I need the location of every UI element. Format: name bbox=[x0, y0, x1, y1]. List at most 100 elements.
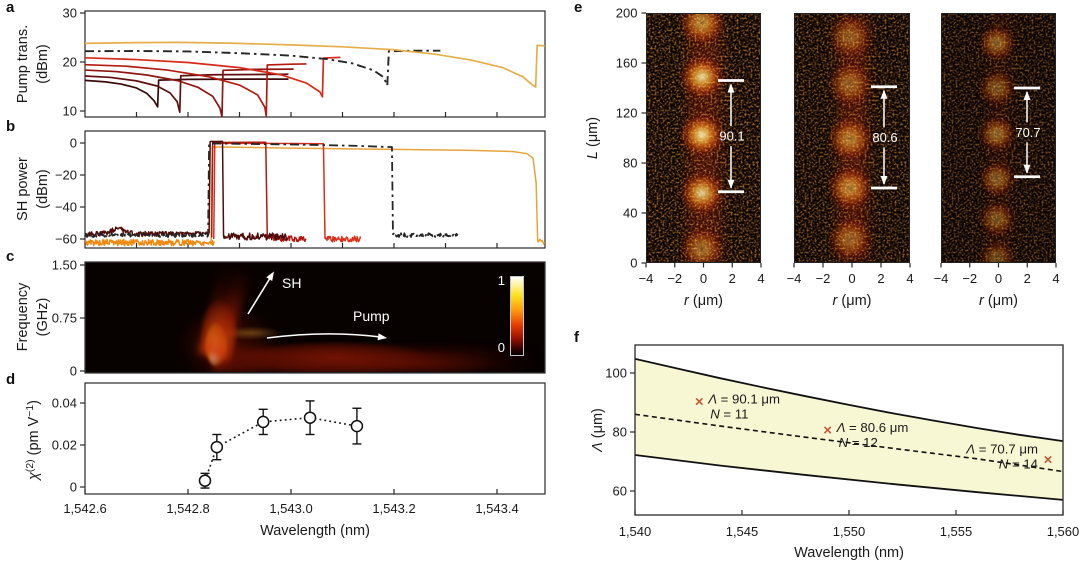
data-point bbox=[198, 474, 212, 487]
x-axis-label: Wavelength (nm) bbox=[794, 545, 904, 561]
y-tick-label: 30 bbox=[63, 6, 77, 21]
series-scan-4 bbox=[84, 63, 307, 117]
band-upper-edge bbox=[634, 357, 1064, 443]
band-center-dashed bbox=[634, 413, 1064, 473]
x-tick-label: 2 bbox=[1024, 271, 1031, 286]
panel-a: 10 20 30 Pump trans. (dBm) bbox=[15, 6, 546, 119]
marker-annotation: Λ = 80.6 μm bbox=[836, 420, 909, 435]
y-tick-label: 0 bbox=[70, 480, 77, 495]
series-scan-5 bbox=[84, 56, 341, 98]
device-marker: × bbox=[695, 394, 704, 411]
x-tick-label: 1,550 bbox=[833, 524, 866, 539]
y-axis-label: L (μm) bbox=[585, 117, 601, 159]
speckle-noise bbox=[942, 14, 1055, 262]
x-tick-label: 0 bbox=[848, 271, 855, 286]
x-tick-label: 1,540 bbox=[619, 524, 652, 539]
heatmap-sh-profile-2 bbox=[794, 13, 910, 263]
panel-label-d: d bbox=[6, 371, 16, 388]
device-marker: × bbox=[1044, 451, 1053, 468]
x-tick-label: 2 bbox=[729, 271, 736, 286]
x-tick-label: 1,542.6 bbox=[63, 501, 106, 516]
y-tick-label: 100 bbox=[605, 366, 627, 381]
y-tick-label: 80 bbox=[623, 156, 637, 171]
y-axis-label: χ(2) (pm V−1) bbox=[25, 400, 42, 482]
y-tick-label: 0.04 bbox=[52, 396, 77, 411]
phase-matching-band bbox=[635, 358, 1063, 500]
x-tick-label: −4 bbox=[639, 271, 654, 286]
data-point bbox=[256, 415, 270, 429]
device-marker: × bbox=[823, 422, 832, 439]
series-scan-1 bbox=[84, 78, 289, 108]
speckle-noise bbox=[795, 14, 909, 262]
y-axis-label: Frequency bbox=[15, 282, 31, 351]
series-noise-orange bbox=[84, 238, 215, 247]
y-tick-label: 40 bbox=[623, 206, 637, 221]
axes-box bbox=[84, 382, 546, 495]
y-axis-label: Λ (μm) bbox=[590, 408, 606, 453]
y-tick-label: 20 bbox=[63, 55, 77, 70]
axes-box bbox=[84, 130, 546, 249]
x-tick-label: 4 bbox=[906, 271, 913, 286]
panel-f: 60 80 100 1,540 1,545 1,550 1,555 1,560 Waveleng… bbox=[590, 344, 1079, 561]
y-axis-label: (dBm) bbox=[35, 169, 51, 208]
axes-box bbox=[84, 10, 546, 118]
y-tick-label: 0 bbox=[630, 256, 637, 271]
y-tick-label: 160 bbox=[616, 56, 638, 71]
x-tick-label: 2 bbox=[877, 271, 884, 286]
band-lower-edge bbox=[634, 454, 1064, 501]
y-tick-label: 0 bbox=[70, 136, 77, 151]
y-axis-label: (GHz) bbox=[35, 298, 51, 337]
panel-label-b: b bbox=[6, 118, 16, 135]
x-tick-label: 0 bbox=[700, 271, 707, 286]
x-tick-label: 1,542.8 bbox=[166, 501, 209, 516]
x-tick-label: −2 bbox=[667, 271, 682, 286]
marker-annotation: Λ = 90.1 μm bbox=[707, 392, 780, 407]
x-tick-label: −2 bbox=[962, 271, 977, 286]
series-sh-red-mid bbox=[210, 141, 307, 243]
y-axis-label: (dBm) bbox=[35, 44, 51, 83]
x-tick-label: 4 bbox=[1052, 271, 1059, 286]
heatmap-frequency-vs-wavelength bbox=[85, 262, 545, 373]
x-tick-label: 0 bbox=[995, 271, 1002, 286]
x-tick-label: 1,555 bbox=[940, 524, 973, 539]
heatmap-sh-profile-1 bbox=[646, 13, 761, 263]
marker-annotation: N = 11 bbox=[710, 407, 748, 422]
x-axis-label: r (μm) bbox=[684, 293, 723, 309]
pump-bottom-band bbox=[212, 348, 536, 372]
x-tick-label: −2 bbox=[816, 271, 831, 286]
x-tick-label: −4 bbox=[787, 271, 802, 286]
data-point bbox=[303, 411, 317, 424]
x-tick-label: −4 bbox=[934, 271, 949, 286]
heatmap-sh-profile-3 bbox=[941, 13, 1056, 263]
panel-label-c: c bbox=[6, 248, 15, 265]
x-tick-label: 1,545 bbox=[726, 524, 759, 539]
marker-annotation: Λ = 70.7 μm bbox=[965, 441, 1038, 456]
panel-label-f: f bbox=[574, 329, 579, 346]
y-tick-label: −20 bbox=[55, 168, 77, 183]
series-sh-yellow bbox=[210, 146, 546, 245]
y-tick-label: 1.50 bbox=[52, 258, 77, 273]
x-axis-label: r (μm) bbox=[979, 293, 1018, 309]
y-tick-label: 0 bbox=[70, 364, 77, 379]
data-point bbox=[210, 440, 224, 454]
x-tick-label: 1,543.4 bbox=[475, 501, 518, 516]
y-axis-label: Pump trans. bbox=[15, 25, 31, 103]
marker-annotation: N = 12 bbox=[839, 435, 878, 450]
axes-box bbox=[634, 344, 1064, 516]
data-point bbox=[350, 419, 364, 433]
series-off-resonance-yellow bbox=[84, 41, 545, 88]
y-tick-label: 10 bbox=[63, 104, 77, 119]
x-tick-label: 1,543.0 bbox=[269, 501, 312, 516]
series-scan-2 bbox=[84, 73, 289, 114]
x-tick-label: 1,543.2 bbox=[372, 501, 415, 516]
series-sh-red-bright bbox=[213, 142, 362, 243]
y-tick-label: 200 bbox=[616, 6, 638, 21]
x-tick-label: 4 bbox=[757, 271, 764, 286]
speckle-noise bbox=[647, 14, 760, 262]
y-tick-label: 0.75 bbox=[52, 311, 77, 326]
y-tick-label: 0.02 bbox=[52, 438, 77, 453]
panel-b: 0 −20 −40 −60 SH power (dBm) bbox=[15, 130, 546, 249]
y-tick-label: 80 bbox=[613, 425, 627, 440]
marker-annotation: N = 14 bbox=[999, 456, 1038, 471]
connector-line bbox=[204, 416, 358, 481]
